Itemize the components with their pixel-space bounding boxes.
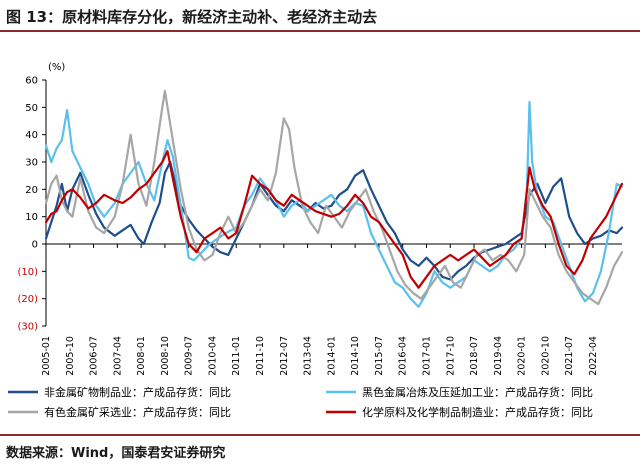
y-tick-label: 10	[25, 212, 38, 223]
x-tick-label: 2008-10	[160, 336, 171, 376]
x-axis: 2005-01 2005-10 2006-07 2007-04 2008-01 2008-…	[41, 243, 622, 376]
legend-label-1: 非金属矿物制品业：产成品存货：同比	[44, 385, 231, 399]
x-tick-label: 2020-01	[517, 336, 528, 376]
source-divider	[0, 434, 640, 436]
legend-label-4: 化学原料及化学制品制造业：产成品存货：同比	[362, 405, 593, 419]
y-tick-label: 50	[25, 103, 38, 114]
x-tick-label: 2006-07	[89, 336, 100, 376]
x-tick-label: 2017-10	[445, 336, 456, 376]
legend-label-2: 黑色金属冶炼及压延加工业：产成品存货：同比	[362, 385, 593, 399]
x-tick-label: 2010-04	[207, 336, 218, 376]
y-tick-label: 20	[25, 185, 38, 196]
x-tick-label: 2018-07	[469, 336, 480, 376]
x-tick-label: 2011-10	[255, 336, 266, 376]
series-line-3	[44, 89, 624, 306]
x-tick-label: 2021-07	[564, 336, 575, 376]
x-tick-label: 2008-01	[136, 336, 147, 376]
legend: 非金属矿物制品业：产成品存货：同比 黑色金属冶炼及压延加工业：产成品存货：同比有色…	[8, 385, 593, 419]
figure-title: 图 13：原材料库存分化，新经济主动补、老经济主动去	[6, 8, 378, 26]
x-tick-label: 2012-07	[279, 336, 290, 376]
x-tick-label: 2005-01	[41, 336, 52, 376]
x-tick-label: 2016-04	[398, 336, 409, 376]
legend-label-3: 有色金属矿采选业：产成品存货：同比	[44, 405, 231, 419]
x-tick-label: 2020-10	[540, 336, 551, 376]
x-tick-label: 2014-10	[350, 336, 361, 376]
series-line-2	[44, 100, 624, 308]
x-tick-label: 2013-04	[303, 336, 314, 376]
x-tick-label: 2014-01	[326, 336, 337, 376]
y-tick-label: (30)	[17, 322, 38, 333]
x-tick-label: 2007-04	[112, 336, 123, 376]
x-tick-label: 2015-07	[374, 336, 385, 376]
data-source: 数据来源：Wind，国泰君安证券研究	[6, 446, 226, 461]
y-tick-label: (10)	[17, 267, 38, 278]
x-tick-label: 2017-01	[421, 336, 432, 376]
title-divider	[0, 30, 640, 32]
x-tick-label: 2009-07	[184, 336, 195, 376]
x-tick-label: 2005-10	[65, 336, 76, 376]
series-lines	[44, 89, 624, 308]
x-tick-label: 2019-04	[493, 336, 504, 376]
y-axis-unit: (%)	[48, 62, 65, 73]
y-tick-label: 40	[25, 130, 38, 141]
x-tick-label: 2011-01	[231, 336, 242, 376]
y-tick-label: 0	[32, 240, 38, 251]
y-tick-label: 60	[25, 76, 38, 87]
x-tick-label: 2022-04	[588, 336, 599, 376]
series-line-4	[44, 150, 624, 289]
y-tick-label: 30	[25, 158, 38, 169]
y-tick-label: (20)	[17, 294, 38, 305]
